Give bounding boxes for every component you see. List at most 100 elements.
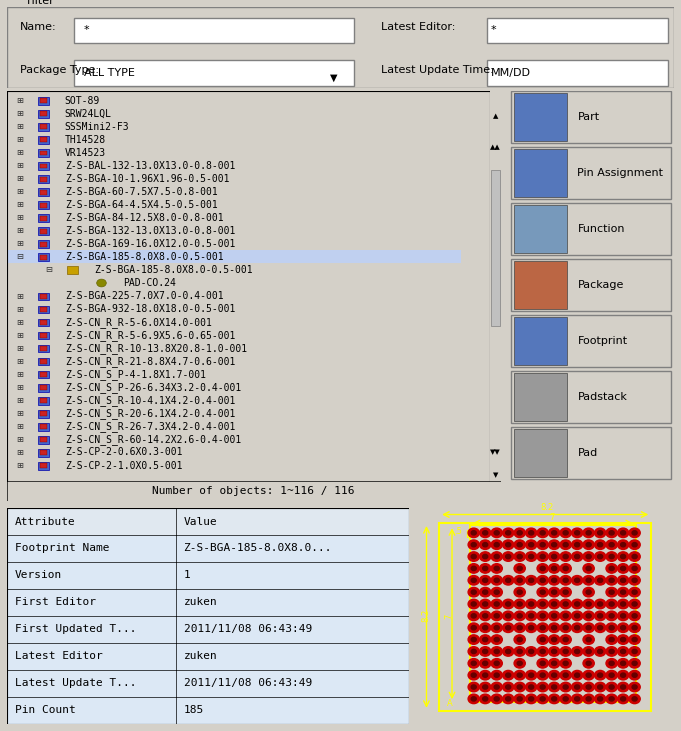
Text: Package Type:: Package Type:: [20, 65, 99, 75]
Circle shape: [514, 552, 525, 561]
FancyBboxPatch shape: [40, 424, 47, 429]
Circle shape: [526, 670, 537, 680]
Circle shape: [620, 626, 626, 630]
Circle shape: [552, 531, 556, 535]
FancyBboxPatch shape: [40, 137, 47, 143]
Circle shape: [620, 554, 626, 558]
Circle shape: [517, 590, 522, 594]
Circle shape: [471, 542, 476, 547]
FancyBboxPatch shape: [38, 214, 48, 222]
FancyBboxPatch shape: [38, 397, 48, 404]
Text: Z-S-BGA-185-8.0X8.0...: Z-S-BGA-185-8.0X8.0...: [184, 543, 332, 553]
Circle shape: [540, 567, 545, 571]
Circle shape: [540, 685, 545, 689]
Text: ⊞: ⊞: [16, 395, 23, 405]
Circle shape: [618, 575, 629, 585]
Text: 8.2: 8.2: [422, 609, 430, 623]
FancyBboxPatch shape: [514, 317, 567, 365]
Circle shape: [548, 552, 560, 561]
Circle shape: [517, 578, 522, 583]
Circle shape: [514, 682, 525, 692]
Circle shape: [494, 531, 499, 535]
Text: 7: 7: [549, 513, 554, 522]
Circle shape: [506, 685, 511, 689]
Circle shape: [514, 564, 525, 573]
Circle shape: [583, 599, 595, 609]
Circle shape: [483, 637, 488, 642]
Text: ⊞: ⊞: [16, 383, 23, 392]
Circle shape: [598, 554, 603, 558]
Text: MM/DD: MM/DD: [490, 68, 530, 78]
Text: Z-S-BGA-169-16.0X12.0-0.5-001: Z-S-BGA-169-16.0X12.0-0.5-001: [65, 239, 235, 249]
Text: Pad: Pad: [577, 447, 598, 458]
Circle shape: [540, 649, 545, 654]
Circle shape: [506, 554, 511, 558]
Circle shape: [595, 575, 605, 585]
Text: ⊞: ⊞: [16, 330, 23, 340]
Circle shape: [483, 578, 488, 583]
Circle shape: [514, 599, 525, 609]
Text: ⊞: ⊞: [16, 187, 23, 196]
Circle shape: [503, 599, 513, 609]
Text: Z-S-BGA-225-7.0X7.0-0.4-001: Z-S-BGA-225-7.0X7.0-0.4-001: [65, 291, 223, 301]
Circle shape: [618, 682, 629, 692]
Circle shape: [494, 614, 499, 618]
Circle shape: [548, 611, 560, 621]
Circle shape: [598, 542, 603, 547]
Circle shape: [620, 673, 626, 678]
Text: 2011/11/08 06:43:49: 2011/11/08 06:43:49: [184, 624, 312, 635]
Circle shape: [563, 697, 568, 701]
Circle shape: [629, 564, 640, 573]
Circle shape: [606, 564, 617, 573]
FancyBboxPatch shape: [38, 254, 48, 261]
Text: Footprint: Footprint: [577, 336, 628, 346]
Circle shape: [632, 637, 637, 642]
Circle shape: [517, 697, 522, 701]
FancyBboxPatch shape: [40, 372, 47, 377]
Circle shape: [560, 647, 571, 656]
Circle shape: [514, 623, 525, 632]
Circle shape: [609, 567, 614, 571]
Circle shape: [479, 611, 491, 621]
Circle shape: [632, 590, 637, 594]
FancyBboxPatch shape: [40, 346, 47, 351]
Circle shape: [506, 602, 511, 606]
FancyBboxPatch shape: [7, 7, 674, 88]
FancyBboxPatch shape: [38, 384, 48, 392]
Circle shape: [537, 670, 548, 680]
Circle shape: [609, 626, 614, 630]
Circle shape: [618, 588, 629, 597]
FancyBboxPatch shape: [514, 94, 567, 141]
FancyBboxPatch shape: [7, 508, 409, 535]
FancyBboxPatch shape: [40, 333, 47, 338]
Circle shape: [618, 694, 629, 704]
Circle shape: [517, 554, 522, 558]
Circle shape: [583, 682, 595, 692]
FancyBboxPatch shape: [40, 242, 47, 247]
Circle shape: [548, 647, 560, 656]
Circle shape: [537, 575, 548, 585]
Circle shape: [606, 694, 617, 704]
Circle shape: [479, 575, 491, 585]
Circle shape: [483, 567, 488, 571]
Circle shape: [468, 623, 479, 632]
Circle shape: [514, 611, 525, 621]
Circle shape: [517, 637, 522, 642]
FancyBboxPatch shape: [38, 162, 48, 170]
FancyBboxPatch shape: [7, 535, 409, 562]
Circle shape: [483, 614, 488, 618]
Circle shape: [528, 554, 534, 558]
Circle shape: [491, 611, 503, 621]
Circle shape: [540, 637, 545, 642]
Circle shape: [609, 578, 614, 583]
Circle shape: [514, 588, 525, 597]
FancyBboxPatch shape: [38, 357, 48, 366]
Circle shape: [571, 575, 583, 585]
Circle shape: [563, 649, 568, 654]
Circle shape: [606, 659, 617, 668]
Circle shape: [540, 626, 545, 630]
Circle shape: [563, 626, 568, 630]
Circle shape: [618, 540, 629, 550]
Circle shape: [491, 599, 503, 609]
Circle shape: [494, 626, 499, 630]
